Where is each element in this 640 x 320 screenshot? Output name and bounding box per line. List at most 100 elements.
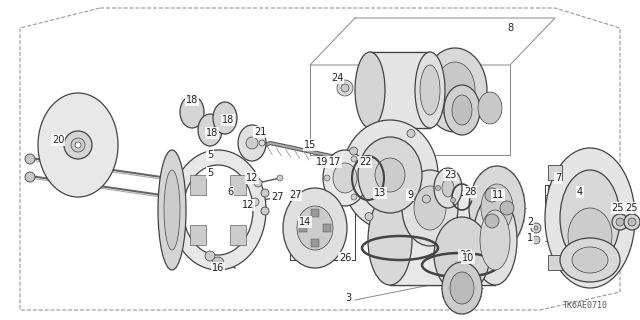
Ellipse shape xyxy=(323,150,367,206)
Circle shape xyxy=(407,129,415,137)
Circle shape xyxy=(612,214,628,230)
Ellipse shape xyxy=(452,95,472,125)
Text: 28: 28 xyxy=(464,187,476,197)
Ellipse shape xyxy=(415,52,445,128)
Circle shape xyxy=(532,236,540,244)
Text: 3: 3 xyxy=(345,293,351,303)
Circle shape xyxy=(205,251,215,261)
Text: 12: 12 xyxy=(246,173,258,183)
Circle shape xyxy=(337,80,353,96)
Text: 14: 14 xyxy=(299,217,311,227)
Ellipse shape xyxy=(442,262,482,314)
Text: 1: 1 xyxy=(527,233,533,243)
Circle shape xyxy=(212,257,224,269)
Circle shape xyxy=(259,140,265,146)
Polygon shape xyxy=(230,174,246,195)
Ellipse shape xyxy=(434,168,462,208)
Ellipse shape xyxy=(355,52,385,128)
Circle shape xyxy=(451,198,456,203)
Ellipse shape xyxy=(38,93,118,197)
Ellipse shape xyxy=(375,158,405,192)
Circle shape xyxy=(435,186,440,190)
Text: 15: 15 xyxy=(304,140,316,150)
Circle shape xyxy=(500,201,514,215)
Ellipse shape xyxy=(297,206,333,250)
Polygon shape xyxy=(548,255,562,270)
Ellipse shape xyxy=(414,186,446,230)
Ellipse shape xyxy=(368,195,412,285)
Text: 9: 9 xyxy=(407,190,413,200)
Circle shape xyxy=(616,218,624,226)
Ellipse shape xyxy=(560,238,620,282)
Circle shape xyxy=(277,175,283,181)
Circle shape xyxy=(341,84,349,92)
Text: 5: 5 xyxy=(207,150,213,160)
Ellipse shape xyxy=(568,208,612,264)
Text: TK6AE0710: TK6AE0710 xyxy=(563,301,608,310)
Text: 18: 18 xyxy=(186,95,198,105)
Ellipse shape xyxy=(238,125,266,161)
Circle shape xyxy=(246,137,258,149)
Circle shape xyxy=(261,207,269,215)
Polygon shape xyxy=(190,174,206,195)
Text: 16: 16 xyxy=(212,263,224,273)
Ellipse shape xyxy=(342,120,438,230)
Circle shape xyxy=(75,142,81,148)
Circle shape xyxy=(25,154,35,164)
Circle shape xyxy=(628,218,636,226)
Circle shape xyxy=(534,226,538,230)
Ellipse shape xyxy=(560,170,620,266)
Ellipse shape xyxy=(180,96,204,128)
Text: 27: 27 xyxy=(271,192,284,202)
Polygon shape xyxy=(230,226,246,245)
Text: 8: 8 xyxy=(507,23,513,33)
Text: 12: 12 xyxy=(242,200,254,210)
Text: 24: 24 xyxy=(331,73,343,83)
Ellipse shape xyxy=(358,137,422,213)
Text: 4: 4 xyxy=(577,187,583,197)
Text: 11: 11 xyxy=(492,190,504,200)
Text: 21: 21 xyxy=(254,127,266,137)
Circle shape xyxy=(451,173,456,178)
Polygon shape xyxy=(548,165,562,180)
Circle shape xyxy=(624,214,640,230)
Ellipse shape xyxy=(545,148,635,288)
Circle shape xyxy=(254,179,262,187)
Polygon shape xyxy=(323,224,331,232)
Polygon shape xyxy=(311,239,319,247)
Circle shape xyxy=(349,147,358,155)
Circle shape xyxy=(25,172,35,182)
Ellipse shape xyxy=(158,150,186,270)
Polygon shape xyxy=(299,224,307,232)
Text: 27: 27 xyxy=(289,190,301,200)
Text: 6: 6 xyxy=(227,187,233,197)
Text: 18: 18 xyxy=(222,115,234,125)
Text: 7: 7 xyxy=(555,173,561,183)
Circle shape xyxy=(485,214,499,228)
Text: 19: 19 xyxy=(316,157,328,167)
Circle shape xyxy=(531,223,541,233)
Ellipse shape xyxy=(450,272,474,304)
Polygon shape xyxy=(311,209,319,217)
Ellipse shape xyxy=(435,62,475,118)
Text: 10: 10 xyxy=(462,253,474,263)
Text: 26: 26 xyxy=(339,253,351,263)
Ellipse shape xyxy=(473,195,517,285)
Circle shape xyxy=(365,212,373,220)
Circle shape xyxy=(351,194,357,200)
Circle shape xyxy=(64,131,92,159)
Ellipse shape xyxy=(420,65,440,115)
Text: 13: 13 xyxy=(374,188,386,198)
Ellipse shape xyxy=(434,217,490,293)
Ellipse shape xyxy=(164,170,180,250)
Circle shape xyxy=(261,189,269,197)
Circle shape xyxy=(485,188,499,202)
Ellipse shape xyxy=(481,184,513,232)
Ellipse shape xyxy=(572,247,608,273)
Text: 25: 25 xyxy=(626,203,638,213)
Circle shape xyxy=(351,156,357,162)
Ellipse shape xyxy=(170,150,266,270)
Text: 18: 18 xyxy=(206,128,218,138)
Text: 25: 25 xyxy=(612,203,624,213)
Ellipse shape xyxy=(213,102,237,134)
